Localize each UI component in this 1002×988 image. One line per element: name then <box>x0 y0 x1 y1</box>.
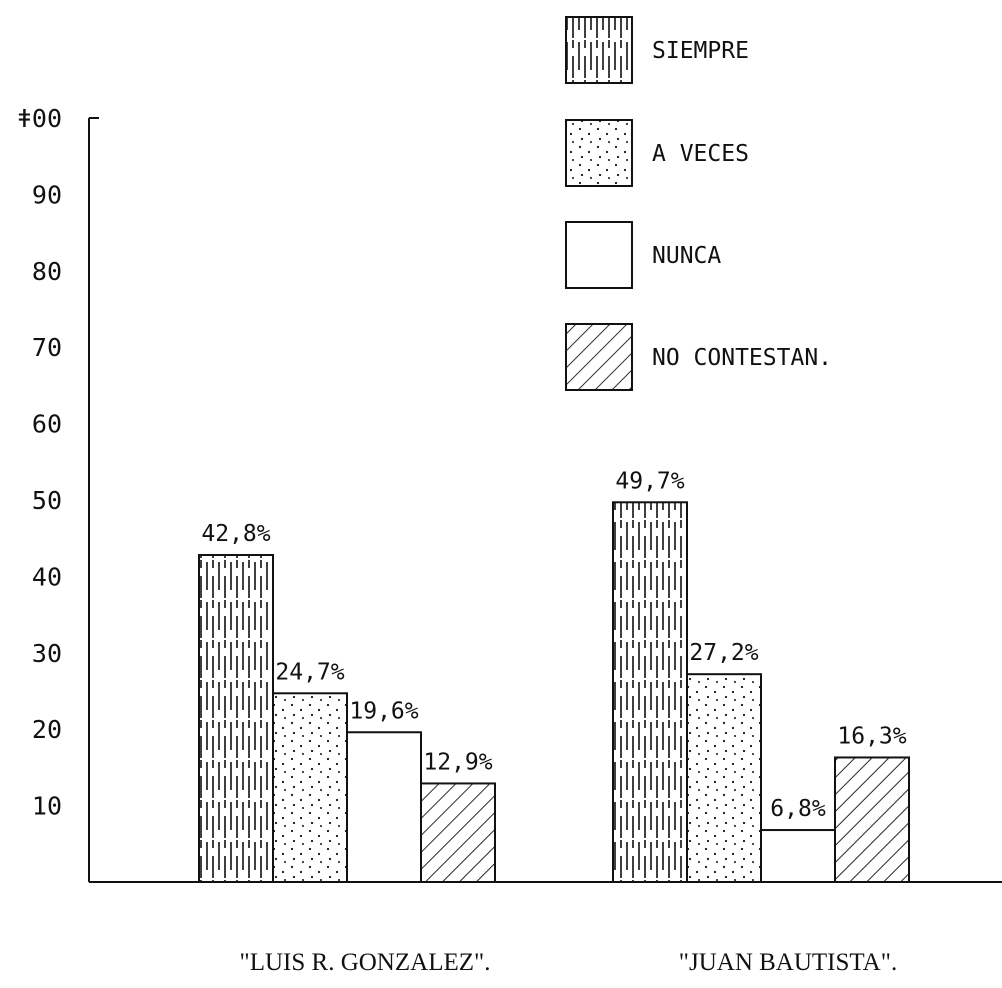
legend-label: SIEMPRE <box>652 38 749 64</box>
bar-value-label: 19,6% <box>349 698 418 724</box>
legend-label: NO CONTESTAN. <box>652 345 832 371</box>
bar-value-label: 12,9% <box>423 749 492 775</box>
bar-value-label: 42,8% <box>201 521 270 547</box>
bar-a-veces-1 <box>272 692 348 883</box>
y-tick-label: 20 <box>32 715 62 744</box>
bar-value-label: 49,7% <box>615 468 684 494</box>
category-labels: "LUIS R. GONZALEZ". "JUAN BAUTISTA". <box>240 949 898 976</box>
bar-value-label: 6,8% <box>770 796 826 822</box>
y-tick-label: 50 <box>32 486 62 515</box>
bar-no-contestan-2 <box>834 756 910 884</box>
bar-siempre-1 <box>198 554 274 883</box>
legend-swatch <box>565 119 633 187</box>
legend-swatch <box>565 221 633 289</box>
bar-siempre-2 <box>612 501 688 883</box>
bar-no-contestan-1 <box>420 782 496 883</box>
bar-a-veces-2 <box>686 673 762 884</box>
y-tick-label: 40 <box>32 562 62 591</box>
y-tick-label: 10 <box>32 792 62 821</box>
y-tick-label: ǂ00 <box>17 104 62 133</box>
legend-swatch <box>565 323 633 391</box>
bar-value-label: 16,3% <box>837 723 906 749</box>
y-tick-label: 70 <box>32 333 62 362</box>
category-label: "LUIS R. GONZALEZ". <box>240 949 491 976</box>
value-labels: 42,8% 24,7%19,6%12,9% 49,7% 27,2% 6,8% 16,3% <box>201 468 906 822</box>
y-tick-label: 30 <box>32 639 62 668</box>
bar-value-label: 24,7% <box>275 659 344 685</box>
y-tick-label: 90 <box>32 180 62 209</box>
legend-label: A VECES <box>652 141 749 167</box>
y-tick-label: 80 <box>32 257 62 286</box>
bars <box>198 501 910 884</box>
legend-swatch <box>565 16 633 84</box>
y-tick-labels: 10 20 30 40 50 60 70 80 90 ǂ00 <box>17 104 62 821</box>
y-tick-label: 60 <box>32 410 62 439</box>
bar-nunca-1 <box>346 731 422 883</box>
category-label: "JUAN BAUTISTA". <box>679 949 897 976</box>
bar-nunca-2 <box>760 829 836 883</box>
legend: SIEMPRE A VECES NUNCA NO CONTESTAN. <box>565 16 832 391</box>
legend-label: NUNCA <box>652 243 721 269</box>
bar-value-label: 27,2% <box>689 640 758 666</box>
